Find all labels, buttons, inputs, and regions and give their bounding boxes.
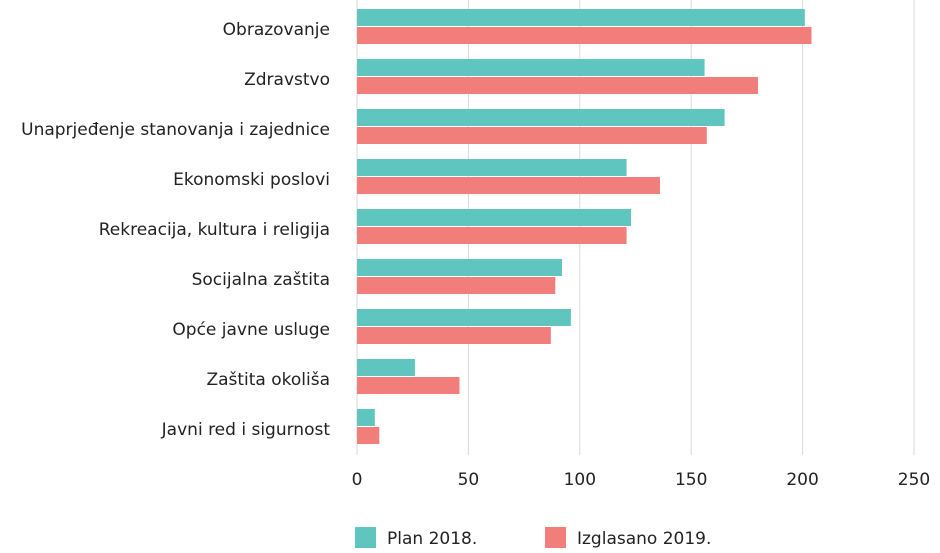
bar [357, 159, 627, 176]
x-tick-label: 0 [352, 470, 363, 490]
y-tick-label: Socijalna zaštita [192, 270, 330, 290]
bar [357, 227, 627, 244]
x-tick-label: 100 [564, 470, 596, 490]
x-tick-label: 50 [458, 470, 480, 490]
bar [357, 9, 805, 26]
y-tick-label: Rekreacija, kultura i religija [99, 220, 330, 240]
legend-label: Izglasano 2019. [577, 529, 711, 549]
x-tick-label: 200 [786, 470, 818, 490]
bar [357, 127, 707, 144]
bar [357, 359, 415, 376]
x-tick-label: 150 [675, 470, 707, 490]
bar [357, 177, 660, 194]
bar [357, 109, 725, 126]
y-tick-label: Ekonomski poslovi [173, 170, 330, 190]
y-tick-label: Opće javne usluge [172, 320, 330, 340]
bar [357, 259, 562, 276]
legend-swatch [545, 527, 566, 548]
y-tick-label: Zaštita okoliša [206, 370, 330, 390]
bar [357, 309, 571, 326]
legend-swatch [355, 527, 376, 548]
bar [357, 77, 758, 94]
y-tick-label: Obrazovanje [223, 20, 330, 40]
bar [357, 277, 555, 294]
legend-label: Plan 2018. [387, 529, 477, 549]
y-tick-label: Zdravstvo [244, 70, 330, 90]
bar [357, 409, 375, 426]
bar [357, 59, 705, 76]
bar [357, 427, 379, 444]
bar [357, 209, 631, 226]
bar [357, 327, 551, 344]
bar [357, 377, 459, 394]
bar [357, 27, 812, 44]
chart: 0 50 100 150 200 250 Obrazovanje Zdravstvo Unapr… [0, 0, 940, 553]
x-tick-label: 250 [898, 470, 930, 490]
y-tick-label: Unaprjeđenje stanovanja i zajednice [21, 120, 330, 140]
y-tick-label: Javni red i sigurnost [161, 420, 331, 440]
